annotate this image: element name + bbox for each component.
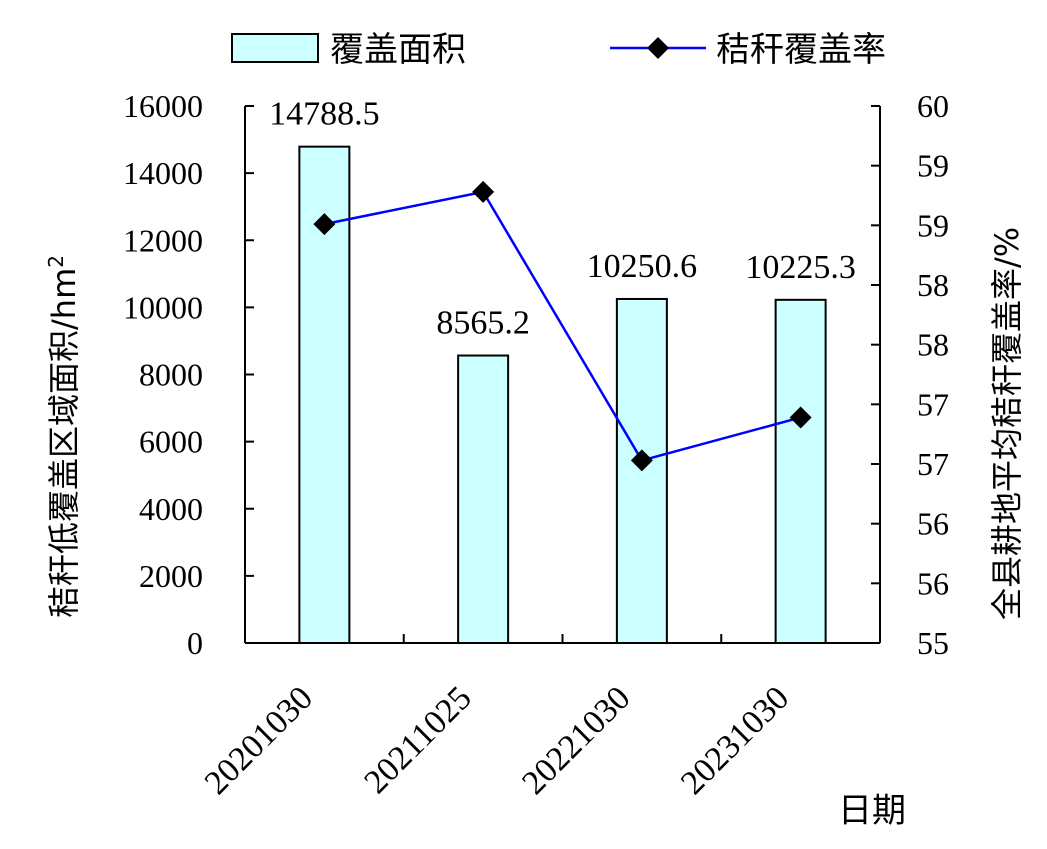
x-tick-label: 20221030 xyxy=(515,679,637,801)
left-tick-label: 14000 xyxy=(123,155,203,191)
x-axis-title: 日期 xyxy=(838,791,906,831)
left-axis-ticks: 0 2000 4000 6000 8000 10000 12000 14000 16000 xyxy=(123,88,254,661)
right-tick-label: 60 xyxy=(917,88,949,124)
bar-data-label: 14788.5 xyxy=(269,96,380,133)
coverage-rate-point-0 xyxy=(313,213,336,236)
left-axis-title: 秸秆低覆盖区域面积/hm2 xyxy=(44,255,83,618)
bars xyxy=(298,145,827,644)
x-axis-ticks: 20201030 20211025 20221030 20231030 xyxy=(198,634,796,802)
left-tick-label: 10000 xyxy=(123,289,203,325)
line-series xyxy=(313,180,812,472)
right-tick-label: 58 xyxy=(917,267,949,303)
bar-labels: 14788.5 8565.2 10250.6 10225.3 xyxy=(269,96,856,342)
coverage-rate-point-2 xyxy=(630,449,653,472)
right-tick-label: 57 xyxy=(917,386,949,422)
right-tick-label: 56 xyxy=(917,506,949,542)
right-tick-label: 55 xyxy=(917,625,949,661)
right-tick-label: 57 xyxy=(917,446,949,482)
legend-marker-diamond xyxy=(647,37,669,59)
bar-data-label: 10225.3 xyxy=(745,249,856,286)
right-tick-label: 59 xyxy=(917,148,949,184)
right-tick-label: 58 xyxy=(917,327,949,363)
bar-data-label: 8565.2 xyxy=(436,305,530,342)
bar-1 xyxy=(457,354,510,644)
left-tick-label: 0 xyxy=(187,625,203,661)
x-tick-label: 20231030 xyxy=(674,679,796,801)
left-tick-label: 12000 xyxy=(123,222,203,258)
left-tick-label: 6000 xyxy=(139,424,203,460)
coverage-rate-point-3 xyxy=(789,406,812,429)
left-tick-label: 4000 xyxy=(139,491,203,527)
coverage-rate-line xyxy=(324,190,801,462)
bar-data-label: 10250.6 xyxy=(587,248,698,285)
legend-label-bar: 覆盖面积 xyxy=(330,30,466,70)
legend-swatch-bar xyxy=(231,33,319,63)
left-tick-label: 16000 xyxy=(123,88,203,124)
legend: 覆盖面积 秸秆覆盖率 xyxy=(231,30,886,70)
left-tick-label: 8000 xyxy=(139,357,203,393)
right-axis-ticks: 55 56 56 57 57 58 58 59 59 60 xyxy=(871,88,949,661)
right-tick-label: 56 xyxy=(917,565,949,601)
x-tick-label: 20201030 xyxy=(198,679,320,801)
bar-3 xyxy=(774,298,827,644)
coverage-rate-point-1 xyxy=(472,180,495,203)
left-tick-label: 2000 xyxy=(139,558,203,594)
right-tick-label: 59 xyxy=(917,207,949,243)
x-tick-label: 20211025 xyxy=(357,679,478,800)
right-axis-title: 全县耕地平均秸秆覆盖率/% xyxy=(988,227,1026,620)
legend-label-line: 秸秆覆盖率 xyxy=(716,30,886,70)
